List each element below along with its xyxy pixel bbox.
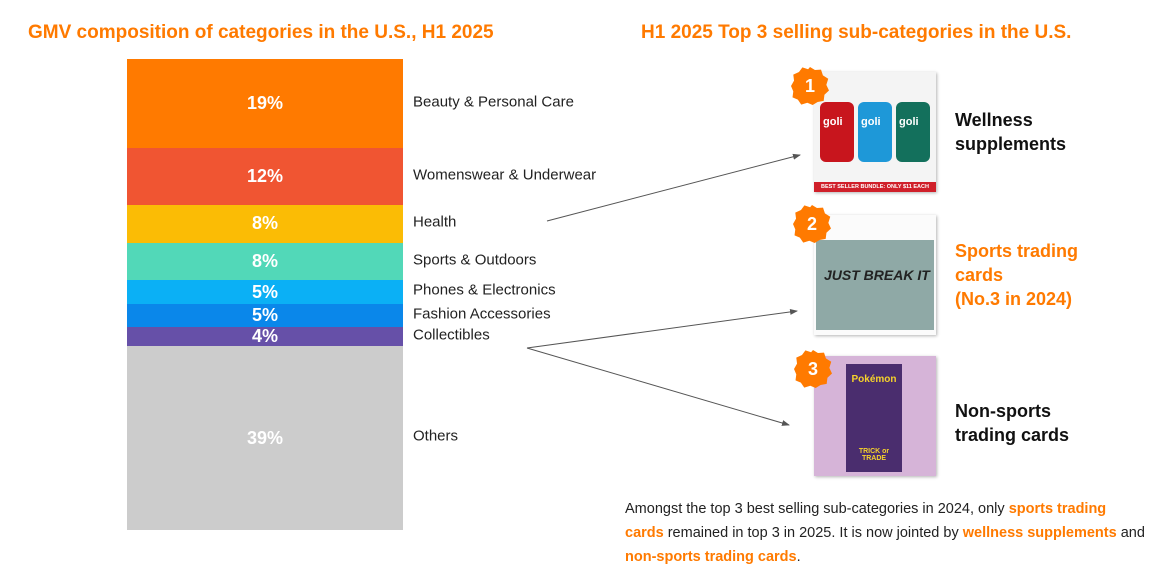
category-label: Beauty & Personal Care: [413, 93, 574, 111]
subcategory-sports-cards: Sports trading cards (No.3 in 2024): [955, 241, 1079, 309]
arrow-health-to-wellness: [546, 153, 801, 222]
bar-segment: 4%: [127, 326, 403, 347]
segment-value-label: 12%: [246, 166, 284, 187]
category-label: Health: [413, 213, 457, 231]
sports-trading-cards-image: JUST BREAK IT: [814, 215, 936, 335]
segment-value-label: 19%: [246, 93, 284, 114]
bar-segment: 39%: [127, 346, 403, 530]
bar-segment: 19%: [127, 59, 403, 149]
bar-segment: 8%: [127, 205, 403, 243]
segment-value-label: 8%: [251, 213, 278, 234]
subcategory-wellness: Wellness supplements: [955, 110, 1067, 154]
category-label: Collectibles: [413, 326, 490, 344]
segment-value-label: 5%: [251, 305, 278, 326]
stacked-bar: 19% 12% 8% 8% 5% 5% 4% 39%: [127, 59, 403, 530]
left-chart-title: GMV composition of categories in the U.S…: [28, 22, 494, 43]
category-label: Sports & Outdoors: [413, 251, 537, 269]
category-label: Fashion Accessories: [413, 305, 551, 323]
subcategory-non-sports-cards: Non-sports trading cards: [955, 401, 1070, 445]
category-label: Womenswear & Underwear: [413, 166, 597, 184]
bar-segment: 8%: [127, 242, 403, 281]
arrow-collectibles-to-sports-cards: [526, 308, 798, 349]
category-label: Phones & Electronics: [413, 281, 556, 299]
rank-badge-1: 1: [791, 67, 829, 105]
segment-value-label: 5%: [251, 281, 278, 302]
non-sports-trading-cards-image: Pokémon TRICK or TRADE: [814, 356, 936, 476]
segment-value-label: 4%: [251, 326, 278, 347]
summary-note: Amongst the top 3 best selling sub-categ…: [625, 501, 1145, 565]
arrow-collectibles-to-nonsports-cards: [526, 347, 790, 426]
bar-segment: 5%: [127, 280, 403, 304]
segment-value-label: 8%: [251, 251, 278, 272]
bar-segment: 12%: [127, 148, 403, 205]
segment-value-label: 39%: [246, 427, 284, 448]
right-panel-title: H1 2025 Top 3 selling sub-categories in …: [641, 22, 1072, 43]
category-label: Others: [413, 427, 459, 445]
bar-segment: 5%: [127, 303, 403, 328]
wellness-supplements-image: goli goli goli BEST SELLER BUNDLE: ONLY …: [814, 72, 936, 192]
